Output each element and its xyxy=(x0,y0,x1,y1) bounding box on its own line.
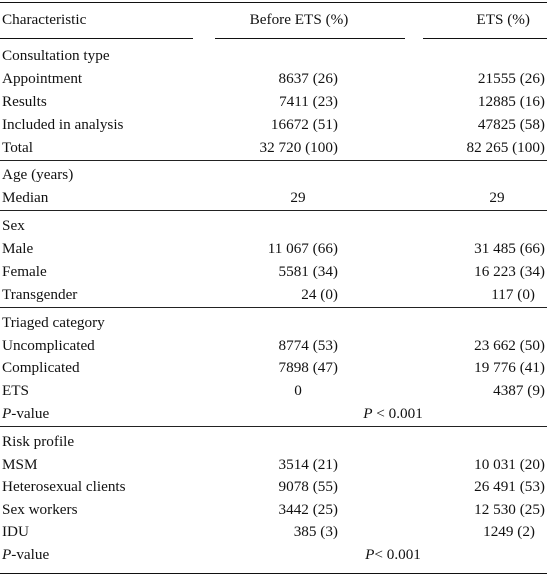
section-title-row: Triaged category xyxy=(0,312,547,334)
top-rule xyxy=(0,2,547,3)
before-ets-value: 5581 (34) xyxy=(278,263,338,280)
bottom-rule xyxy=(0,573,547,574)
before-ets-value: 3442 (25) xyxy=(278,501,338,518)
ets-value: 21555 (26) xyxy=(477,70,545,87)
before-ets-value: 7898 (47) xyxy=(278,359,338,376)
section-title-row: Risk profile xyxy=(0,431,547,453)
row-label: Male xyxy=(2,240,34,257)
before-ets-value: 29 xyxy=(290,189,306,206)
table-row: Included in analysis 16672 (51) 47825 (5… xyxy=(0,114,547,136)
table-row: Male 11 067 (66) 31 485 (66) xyxy=(0,238,547,260)
row-label: Included in analysis xyxy=(2,116,124,133)
before-ets-value: 8774 (53) xyxy=(278,337,338,354)
ets-value: 19 776 (41) xyxy=(474,359,545,376)
pvalue-label: P-value xyxy=(2,546,50,563)
section-title-row: Consultation type xyxy=(0,45,547,67)
section-title: Risk profile xyxy=(2,433,75,450)
table-row: Results 7411 (23) 12885 (16) xyxy=(0,91,547,113)
before-ets-value: 9078 (55) xyxy=(278,478,338,495)
pvalue-value: P< 0.001 xyxy=(365,546,421,563)
header-rule-1 xyxy=(0,38,193,39)
ets-value: 4387 (9) xyxy=(493,382,545,399)
section-divider xyxy=(0,210,547,211)
before-ets-value: 7411 (23) xyxy=(279,93,338,110)
pvalue-row: P-value P< 0.001 xyxy=(0,544,547,566)
table-row: Complicated 7898 (47) 19 776 (41) xyxy=(0,357,547,379)
ets-value: 12 530 (25) xyxy=(474,501,545,518)
header-rule-2 xyxy=(215,38,405,39)
header-before-ets: Before ETS (%) xyxy=(249,11,349,28)
before-ets-value: 3514 (21) xyxy=(278,456,338,473)
ets-value: 1249 (2) xyxy=(483,523,535,540)
section-title-row: Sex xyxy=(0,215,547,237)
section-divider xyxy=(0,160,547,161)
row-label: Sex workers xyxy=(2,501,78,518)
table-row: Heterosexual clients 9078 (55) 26 491 (5… xyxy=(0,476,547,498)
row-label: IDU xyxy=(2,523,29,540)
before-ets-value: 32 720 (100) xyxy=(259,139,338,156)
section-title: Consultation type xyxy=(2,47,110,64)
row-label: Appointment xyxy=(2,70,83,87)
section-divider xyxy=(0,307,547,308)
before-ets-value: 24 (0) xyxy=(301,286,338,303)
row-label: Median xyxy=(2,189,49,206)
before-ets-value: 8637 (26) xyxy=(278,70,338,87)
table-row: Appointment 8637 (26) 21555 (26) xyxy=(0,68,547,90)
row-label: MSM xyxy=(2,456,38,473)
header-row: Characteristic Before ETS (%) ETS (%) xyxy=(0,9,547,31)
section-title-row: Age (years) xyxy=(0,164,547,186)
pvalue-label: P-value xyxy=(2,405,50,422)
table-row: Sex workers 3442 (25) 12 530 (25) xyxy=(0,499,547,521)
header-rule-3 xyxy=(423,38,547,39)
header-characteristic: Characteristic xyxy=(2,11,87,28)
table-row: IDU 385 (3) 1249 (2) xyxy=(0,521,547,543)
row-label: ETS xyxy=(2,382,30,399)
header-ets: ETS (%) xyxy=(476,11,530,28)
ets-value: 82 265 (100) xyxy=(466,139,545,156)
row-label: Results xyxy=(2,93,47,110)
row-label: Uncomplicated xyxy=(2,337,95,354)
before-ets-value: 16672 (51) xyxy=(270,116,338,133)
section-title: Age (years) xyxy=(2,166,74,183)
table-row: Total 32 720 (100) 82 265 (100) xyxy=(0,137,547,159)
ets-value: 29 xyxy=(489,189,505,206)
section-title: Sex xyxy=(2,217,25,234)
section-title: Triaged category xyxy=(2,314,105,331)
table-row: Female 5581 (34) 16 223 (34) xyxy=(0,261,547,283)
row-label: Female xyxy=(2,263,47,280)
before-ets-value: 0 xyxy=(294,382,302,399)
ets-value: 26 491 (53) xyxy=(474,478,545,495)
ets-value: 10 031 (20) xyxy=(474,456,545,473)
row-label: Complicated xyxy=(2,359,80,376)
before-ets-value: 11 067 (66) xyxy=(267,240,338,257)
table-row: ETS 0 4387 (9) xyxy=(0,380,547,402)
pvalue-row: P-value P < 0.001 xyxy=(0,403,547,425)
row-label: Heterosexual clients xyxy=(2,478,126,495)
ets-value: 31 485 (66) xyxy=(474,240,545,257)
table-row: Transgender 24 (0) 117 (0) xyxy=(0,284,547,306)
ets-value: 16 223 (34) xyxy=(474,263,545,280)
row-label: Transgender xyxy=(2,286,78,303)
before-ets-value: 385 (3) xyxy=(293,523,338,540)
ets-value: 23 662 (50) xyxy=(474,337,545,354)
section-divider xyxy=(0,426,547,427)
pvalue-value: P < 0.001 xyxy=(363,405,423,422)
ets-value: 47825 (58) xyxy=(477,116,545,133)
table-row: Median 29 29 xyxy=(0,187,547,209)
table-row: MSM 3514 (21) 10 031 (20) xyxy=(0,454,547,476)
row-label: Total xyxy=(2,139,33,156)
table-row: Uncomplicated 8774 (53) 23 662 (50) xyxy=(0,335,547,357)
ets-value: 117 (0) xyxy=(491,286,535,303)
ets-value: 12885 (16) xyxy=(477,93,545,110)
